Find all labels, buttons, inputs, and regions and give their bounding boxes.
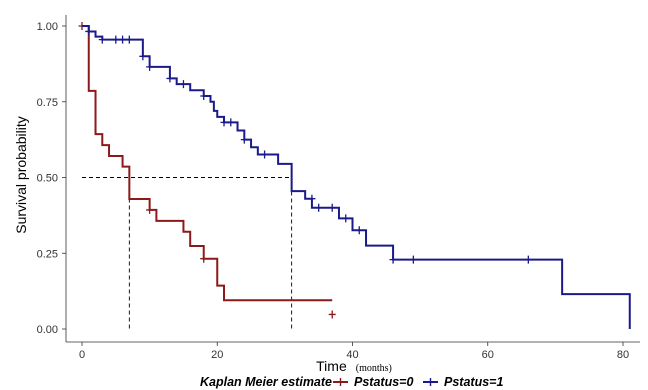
censor-mark-series-1-15: [315, 203, 323, 212]
x-tick-label-3: 60: [482, 349, 494, 361]
median-reference-lines: [82, 177, 293, 329]
ticks: 0 20 40 60 80 0.00 0.25 0.50 0.75 1.00: [37, 21, 630, 361]
y-tick-label-4: 1.00: [37, 21, 58, 33]
censor-mark-series-1-0: [85, 27, 93, 36]
censor-mark-series-1-5: [139, 52, 147, 61]
censor-mark-series-1-20: [409, 255, 417, 264]
y-tick-label-2: 0.50: [37, 173, 58, 185]
x-axis-title: Time (months): [316, 358, 392, 375]
censor-mark-series-0-2: [200, 254, 208, 263]
y-tick-label-3: 0.75: [37, 97, 58, 109]
censor-mark-series-1-11: [227, 118, 235, 127]
y-tick-label-0: 0.00: [37, 324, 58, 336]
censor-mark-series-0-3: [328, 310, 336, 319]
censor-mark-series-1-3: [119, 35, 127, 44]
legend-label-pstatus-0: Pstatus=0: [354, 375, 413, 389]
censor-mark-series-1-6: [146, 62, 154, 71]
censor-mark-series-1-1: [98, 35, 106, 44]
y-tick-label-1: 0.25: [37, 248, 58, 260]
survival-curve-series-1: [82, 25, 631, 329]
x-tick-label-1: 20: [211, 349, 223, 361]
legend: Kaplan Meier estimate Pstatus=0 Pstatus=…: [200, 375, 503, 389]
survival-curve-series-0: [82, 25, 333, 302]
censor-mark-series-1-17: [342, 214, 350, 223]
x-tick-label-2: 40: [346, 349, 358, 361]
x-tick-label-4: 80: [617, 349, 629, 361]
censor-mark-series-1-16: [328, 203, 336, 212]
legend-label-pstatus-1: Pstatus=1: [444, 375, 503, 389]
censor-mark-series-1-12: [240, 135, 248, 144]
x-axis-title-main: Time: [316, 358, 347, 374]
censor-mark-series-1-2: [112, 35, 120, 44]
axes: [65, 15, 640, 343]
censor-mark-series-1-10: [220, 118, 228, 127]
legend-title: Kaplan Meier estimate: [200, 375, 332, 389]
legend-key-pstatus-1: [423, 378, 438, 386]
censor-mark-series-1-4: [125, 35, 133, 44]
legend-key-pstatus-0: [333, 378, 348, 386]
censor-mark-series-1-19: [389, 255, 397, 264]
x-axis-title-unit: (months): [356, 363, 392, 374]
censor-mark-series-1-13: [261, 150, 269, 159]
censor-mark-series-0-1: [146, 205, 154, 214]
survival-curves: [78, 22, 631, 329]
censor-mark-series-1-8: [179, 80, 187, 89]
censor-mark-series-1-18: [355, 226, 363, 235]
censor-mark-series-1-7: [166, 74, 174, 83]
censor-mark-series-1-21: [524, 255, 532, 264]
y-axis-title: Survival probability: [13, 116, 29, 234]
x-tick-label-0: 0: [79, 349, 85, 361]
censor-mark-series-1-14: [308, 194, 316, 203]
censor-mark-series-1-9: [200, 91, 208, 100]
